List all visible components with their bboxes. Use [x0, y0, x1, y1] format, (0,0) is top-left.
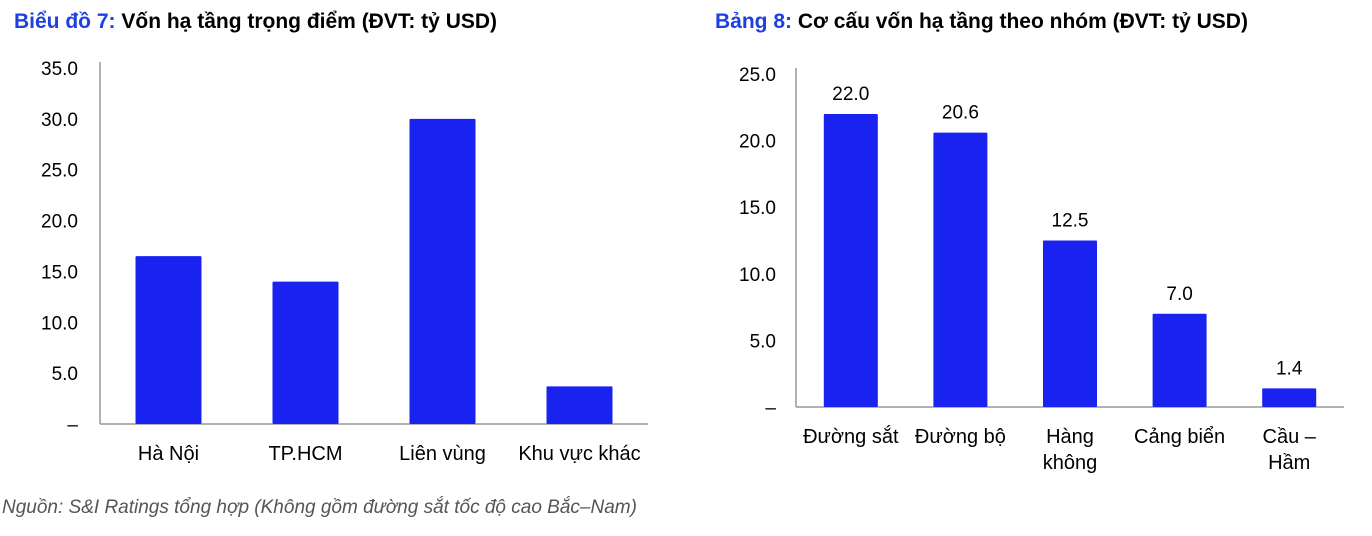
- right-chart-title: Bảng 8: Cơ cấu vốn hạ tầng theo nhóm (ĐV…: [715, 10, 1248, 34]
- chart2-x-tick-label: Hàng: [1046, 426, 1094, 448]
- chart2-y-tick-label: 20.0: [739, 132, 776, 153]
- chart2-bar: [1043, 240, 1097, 407]
- chart2-x-tick-label: không: [1043, 452, 1098, 474]
- chart2-bar: [933, 132, 988, 407]
- chart1-x-tick-label: Hà Nội: [138, 443, 199, 465]
- left-chart-title: Biểu đồ 7: Vốn hạ tầng trọng điểm (ĐVT: …: [14, 10, 497, 34]
- chart2-data-label: 7.0: [1166, 284, 1192, 305]
- chart1-y-tick-label: 25.0: [41, 161, 78, 182]
- chart1-x-tick-label: Khu vực khác: [518, 443, 640, 465]
- left-chart-title-text: Vốn hạ tầng trọng điểm (ĐVT: tỷ USD): [121, 10, 498, 33]
- chart1-bar: [272, 281, 339, 424]
- right-chart-title-prefix: Bảng 8:: [715, 10, 793, 33]
- chart2-x-tick-label: Đường sắt: [803, 425, 899, 448]
- chart2-bar: [823, 113, 878, 408]
- chart1-y-tick-label: 20.0: [41, 212, 78, 233]
- chart2-data-label: 20.6: [942, 103, 979, 124]
- chart1-y-tick-label: 10.0: [41, 313, 78, 334]
- chart2-bar: [1152, 313, 1207, 407]
- chart1-y-tick-label: 15.0: [41, 262, 78, 283]
- chart2-x-tick-label: Đường bộ: [915, 426, 1006, 448]
- chart1-bar: [135, 256, 202, 424]
- right-chart-title-text: Cơ cấu vốn hạ tầng theo nhóm (ĐVT: tỷ US…: [797, 10, 1248, 33]
- chart2-x-tick-label: Cảng biển: [1134, 426, 1225, 448]
- chart1-y-tick-label: 35.0: [41, 59, 78, 80]
- chart1-bar: [546, 386, 613, 424]
- chart2-bar: [1262, 388, 1317, 407]
- chart2-x-tick-label: Cầu –: [1263, 426, 1317, 448]
- chart1-x-tick-label: TP.HCM: [268, 443, 342, 465]
- chart2-y-tick-label: 5.0: [750, 331, 776, 352]
- chart2-y-tick-label: 15.0: [739, 198, 776, 219]
- left-chart-title-prefix: Biểu đồ 7:: [14, 10, 116, 33]
- source-note: Nguồn: S&I Ratings tổng hợp (Không gồm đ…: [2, 497, 637, 518]
- chart1-y-tick-label: 5.0: [52, 364, 78, 385]
- chart1-y-tick-label: 30.0: [41, 110, 78, 131]
- chart2-data-label: 1.4: [1276, 358, 1303, 379]
- chart1-bar: [409, 118, 476, 424]
- chart2-data-label: 12.5: [1052, 211, 1089, 232]
- chart1-y-tick-label: –: [67, 415, 78, 436]
- chart2-y-tick-label: 25.0: [739, 65, 776, 86]
- chart1-x-tick-label: Liên vùng: [399, 443, 486, 465]
- chart2-y-tick-label: 10.0: [739, 265, 776, 286]
- chart2-x-tick-label: Hầm: [1268, 452, 1310, 474]
- chart2-y-tick-label: –: [765, 398, 776, 419]
- chart2-data-label: 22.0: [832, 84, 869, 105]
